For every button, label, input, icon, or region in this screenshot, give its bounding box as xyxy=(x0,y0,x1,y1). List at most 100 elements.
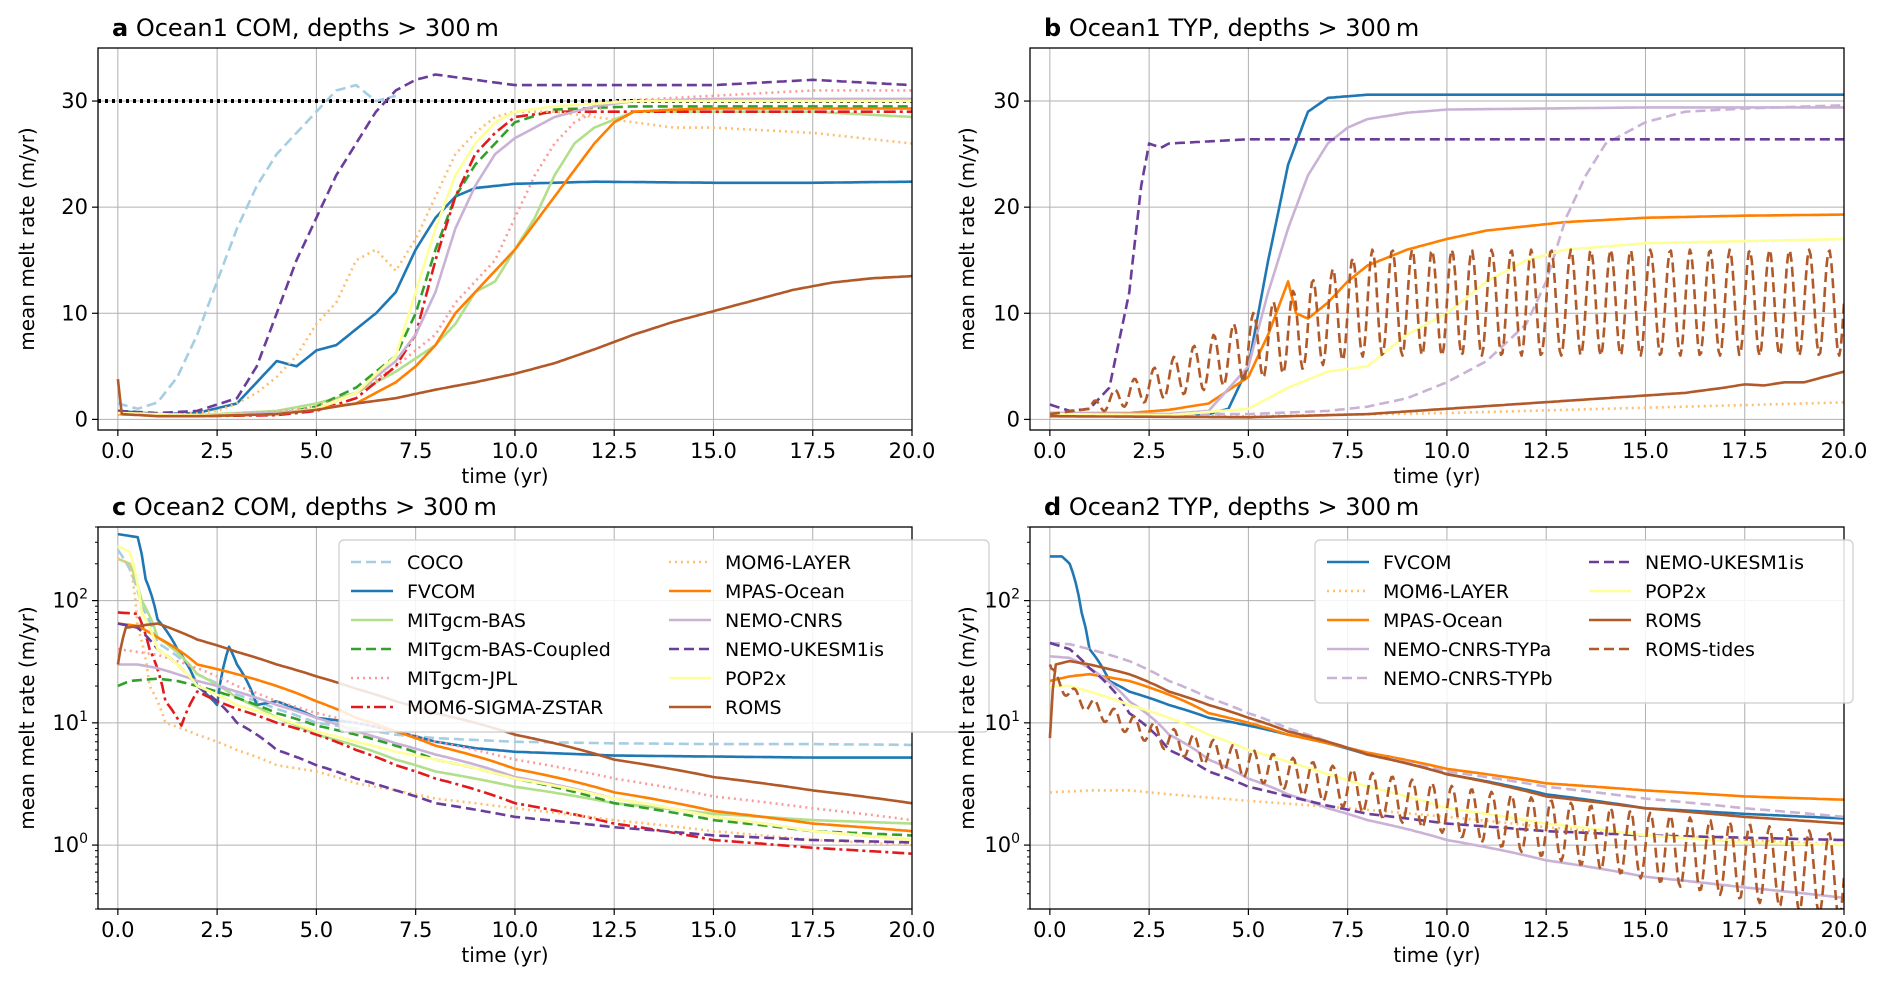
legend-item-nemo-cnrs-typa: NEMO-CNRS-TYPa xyxy=(1327,639,1551,661)
y-axis-label: mean melt rate (m/yr) xyxy=(15,127,39,351)
x-tick-label: 12.5 xyxy=(591,918,638,942)
panel-title: a Ocean1 COM, depths > 300 m xyxy=(112,14,499,42)
x-tick-label: 2.5 xyxy=(1132,918,1165,942)
y-tick-label: 10 xyxy=(61,301,88,325)
x-tick-label: 15.0 xyxy=(1622,918,1669,942)
legend-label: ROMS xyxy=(1645,610,1702,632)
x-tick-label: 7.5 xyxy=(1331,918,1364,942)
y-axis-label: mean melt rate (m/yr) xyxy=(15,606,39,830)
series-line-nemo-cnrs-typa xyxy=(1049,655,1844,900)
x-tick-label: 0.0 xyxy=(101,439,134,463)
series-line-nemo-cnrs-typb xyxy=(1049,641,1844,819)
axes-frame xyxy=(97,47,913,431)
legend-box xyxy=(1314,539,1854,704)
y-tick-label: 0 xyxy=(75,407,88,431)
x-tick-label: 5.0 xyxy=(300,918,333,942)
legend-item-mpas-ocean: MPAS-Ocean xyxy=(1327,610,1503,632)
panel-title: c Ocean2 COM, depths > 300 m xyxy=(112,493,497,521)
legend-label: NEMO-CNRS-TYPa xyxy=(1383,639,1551,661)
x-tick-label: 15.0 xyxy=(690,918,737,942)
x-tick-label: 17.5 xyxy=(1721,918,1768,942)
legend-item-fvcom: FVCOM xyxy=(1327,552,1452,574)
y-tick-label: 101 xyxy=(52,709,88,735)
series-line-fvcom xyxy=(117,180,912,416)
x-tick-label: 20.0 xyxy=(1821,439,1868,463)
series-line-mom6-sigma-zstar xyxy=(117,611,912,855)
series-line-fvcom xyxy=(117,532,912,759)
legend-item-mitgcm-bas-coupled: MITgcm-BAS-Coupled xyxy=(351,639,611,661)
x-axis-label: time (yr) xyxy=(461,464,548,488)
series-line-roms xyxy=(116,274,912,418)
legend-item-fvcom: FVCOM xyxy=(351,581,476,603)
x-tick-label: 7.5 xyxy=(399,439,432,463)
series-line-pop2x xyxy=(1049,237,1844,417)
x-axis-label: time (yr) xyxy=(1393,943,1480,967)
panel-b: 0.0 2.5 5.0 7.5 10.0 12.5 15.0 17.5 20.0 0 10 20 30 b… xyxy=(955,14,1867,488)
panel-c: 0.0 2.5 5.0 7.5 10.0 12.5 15.0 17.5 20.0 100 101 10… xyxy=(15,493,990,967)
y-tick-label: 0 xyxy=(1007,407,1020,431)
x-tick-label: 17.5 xyxy=(789,918,836,942)
legend-item-pop2x: POP2x xyxy=(669,668,786,690)
series-line-roms xyxy=(1049,370,1844,419)
y-tick-label: 100 xyxy=(52,831,88,857)
axes-frame xyxy=(1029,526,1845,910)
x-tick-label: 15.0 xyxy=(690,439,737,463)
legend-item-mpas-ocean: MPAS-Ocean xyxy=(669,581,845,603)
legend-label: ROMS xyxy=(725,697,782,719)
x-tick-label: 20.0 xyxy=(1821,918,1868,942)
y-tick-label: 102 xyxy=(984,587,1020,613)
series-line-coco xyxy=(116,549,912,747)
legend-label: MPAS-Ocean xyxy=(1383,610,1503,632)
x-tick-label: 10.0 xyxy=(492,439,539,463)
series-line-mom6-layer xyxy=(1049,789,1844,847)
x-tick-label: 15.0 xyxy=(1622,439,1669,463)
panel-title: b Ocean1 TYP, depths > 300 m xyxy=(1044,14,1419,42)
series-line-pop2x xyxy=(1049,684,1844,847)
series-line-mpas-ocean xyxy=(117,622,912,833)
legend-label: MITgcm-JPL xyxy=(407,668,518,690)
y-tick-label: 102 xyxy=(52,587,88,613)
x-tick-label: 20.0 xyxy=(889,439,936,463)
legend-item-mitgcm-jpl: MITgcm-JPL xyxy=(351,668,518,690)
series-line-nemo-ukesm1is xyxy=(117,622,912,844)
legend-item-nemo-ukesm1is: NEMO-UKESM1is xyxy=(669,639,884,661)
x-tick-label: 12.5 xyxy=(591,439,638,463)
panel-d: 0.0 2.5 5.0 7.5 10.0 12.5 15.0 17.5 20.0 100 101 10… xyxy=(955,493,1867,967)
legend-item-nemo-cnrs: NEMO-CNRS xyxy=(669,610,843,632)
legend-item-nemo-cnrs-typb: NEMO-CNRS-TYPb xyxy=(1327,668,1553,690)
legend-label: MOM6-LAYER xyxy=(1383,581,1509,603)
x-tick-label: 17.5 xyxy=(789,439,836,463)
series-layer xyxy=(116,532,912,855)
y-tick-label: 10 xyxy=(993,301,1020,325)
series-line-nemo-ukesm1is xyxy=(1049,138,1844,413)
x-tick-label: 7.5 xyxy=(399,918,432,942)
x-tick-label: 12.5 xyxy=(1523,439,1570,463)
legend-label: NEMO-CNRS xyxy=(725,610,843,632)
panel-a: 0.0 2.5 5.0 7.5 10.0 12.5 15.0 17.5 20.0 0 10 20 30 a… xyxy=(15,14,935,488)
x-tick-label: 0.0 xyxy=(101,918,134,942)
legend-item-mom6-layer: MOM6-LAYER xyxy=(1327,581,1509,603)
x-tick-label: 20.0 xyxy=(889,918,936,942)
series-line-mitgcm-jpl xyxy=(117,647,912,822)
series-layer xyxy=(1049,93,1844,419)
legend-label: FVCOM xyxy=(1383,552,1452,574)
series-line-roms-tides xyxy=(1048,664,1844,909)
x-tick-label: 2.5 xyxy=(1132,439,1165,463)
series-line-mitgcm-bas-coupled xyxy=(117,105,912,418)
series-line-mpas-ocean xyxy=(1049,213,1844,415)
legend-item-mom6-sigma-zstar: MOM6-SIGMA-ZSTAR xyxy=(351,697,603,719)
x-tick-label: 10.0 xyxy=(1424,439,1471,463)
legend-item-roms: ROMS xyxy=(1589,610,1702,632)
legend-label: NEMO-UKESM1is xyxy=(725,639,884,661)
series-layer xyxy=(1048,555,1844,909)
legend-item-roms: ROMS xyxy=(669,697,782,719)
legend-label: FVCOM xyxy=(407,581,476,603)
x-tick-label: 10.0 xyxy=(1424,918,1471,942)
legend-label: MPAS-Ocean xyxy=(725,581,845,603)
x-tick-label: 5.0 xyxy=(300,439,333,463)
x-tick-label: 2.5 xyxy=(200,918,233,942)
y-tick-label: 30 xyxy=(61,89,88,113)
legend-label: ROMS-tides xyxy=(1645,639,1755,661)
series-line-mpas-ocean xyxy=(1049,672,1844,801)
